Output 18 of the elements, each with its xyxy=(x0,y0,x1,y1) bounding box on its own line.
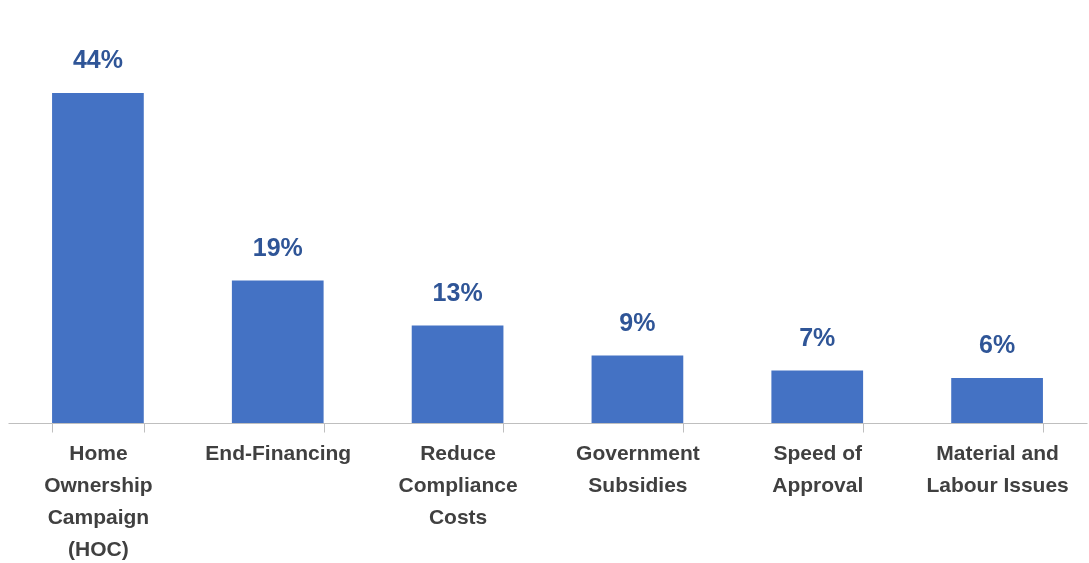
bar xyxy=(591,355,684,423)
data-label: 19% xyxy=(252,232,303,261)
data-label: 44% xyxy=(72,45,123,73)
bar xyxy=(951,378,1043,423)
bar xyxy=(771,370,864,423)
x-tick-label: Home Ownership Campaign (HOC) xyxy=(44,440,153,560)
x-tick-label: Government Subsidies xyxy=(576,440,700,496)
x-tick-label: Material and Labour Issues xyxy=(926,440,1069,496)
bar xyxy=(52,93,144,423)
data-label: 7% xyxy=(799,322,836,351)
bar xyxy=(231,280,324,423)
x-tick-label: Reduce Compliance Costs xyxy=(398,440,518,528)
x-tick-label: End-Financing xyxy=(205,440,352,464)
x-tick-label: Speed of Approval xyxy=(772,440,864,496)
data-label: 9% xyxy=(619,307,656,336)
data-label: 13% xyxy=(432,277,483,306)
bar xyxy=(411,325,504,423)
data-label: 6% xyxy=(979,330,1016,358)
